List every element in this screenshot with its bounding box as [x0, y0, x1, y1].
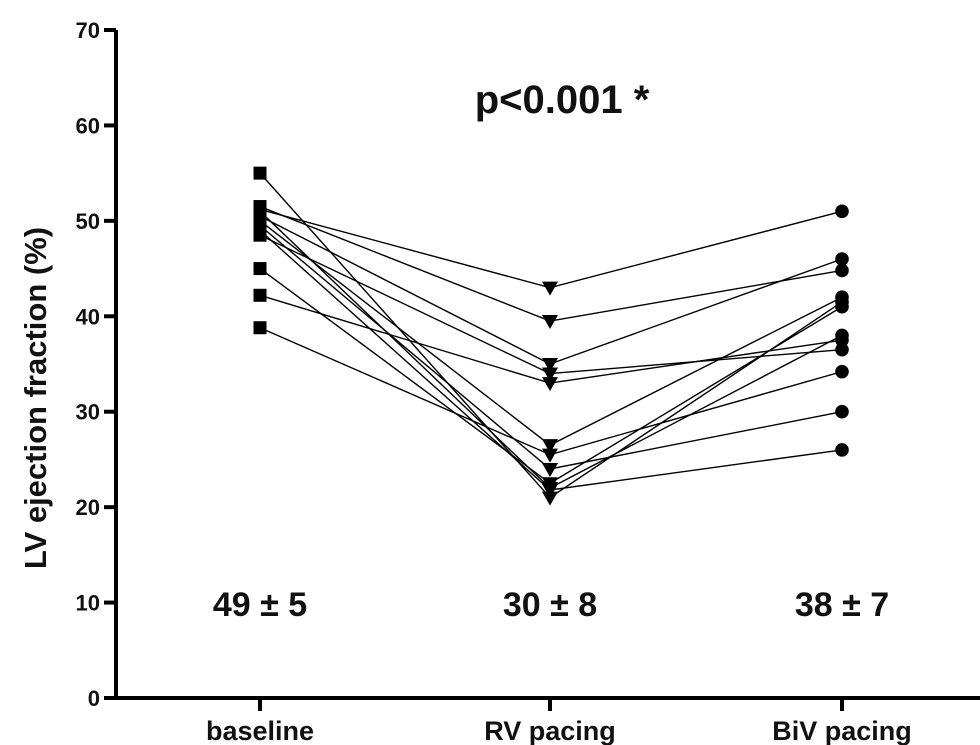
y-tick-label: 30	[76, 400, 100, 425]
baseline-point	[253, 288, 267, 302]
biv-pacing-point	[835, 252, 849, 266]
baseline-point	[253, 228, 267, 242]
baseline-point	[253, 262, 267, 276]
biv-pacing-point	[835, 443, 849, 457]
rv-pacing-point	[542, 491, 558, 506]
biv-pacing-point	[835, 299, 849, 314]
baseline-point	[253, 202, 267, 216]
series-markers	[253, 166, 849, 506]
rv-pacing-point	[542, 377, 558, 392]
series-line	[259, 205, 843, 322]
biv-pacing-point	[835, 342, 849, 357]
y-tick-label: 10	[76, 591, 100, 616]
x-category-label: RV pacing	[484, 716, 616, 745]
rv-pacing-point	[542, 358, 558, 372]
y-tick-label: 70	[76, 18, 100, 43]
group-stat-label: 30 ± 8	[503, 586, 597, 624]
group-stat-label: 49 ± 5	[213, 586, 307, 624]
series-line	[259, 327, 843, 456]
y-tick-label: 20	[76, 495, 100, 520]
biv-pacing-point	[835, 290, 849, 305]
biv-pacing-point	[835, 364, 849, 379]
rv-pacing-point	[542, 477, 558, 492]
series-line	[259, 225, 843, 470]
group-stat-labels: 49 ± 5 30 ± 8 38 ± 7	[213, 586, 889, 624]
biv-pacing-point	[835, 263, 849, 278]
rv-pacing-point	[542, 448, 558, 463]
y-axis-label: LV ejection fraction (%)	[18, 227, 53, 569]
p-value-annotation: p<0.001 *	[475, 78, 650, 122]
rv-pacing-point	[542, 315, 558, 330]
rv-pacing-point	[542, 367, 558, 382]
biv-pacing-point	[835, 204, 849, 219]
rv-pacing-point	[542, 281, 558, 296]
x-category-labels: baseline RV pacing BiV pacing	[206, 698, 912, 745]
y-tick-label: 50	[76, 209, 100, 234]
baseline-point	[253, 321, 267, 335]
biv-pacing-point	[835, 404, 849, 419]
y-tick-label: 60	[76, 113, 100, 138]
y-tick-label: 0	[88, 686, 100, 711]
rv-pacing-point	[542, 439, 558, 454]
x-category-label: baseline	[206, 716, 314, 745]
y-tick-label: 40	[76, 304, 100, 329]
group-stat-label: 38 ± 7	[795, 586, 889, 624]
y-ticks: 0 10 20 30 40 50 60 70	[76, 18, 116, 711]
baseline-point	[253, 166, 267, 180]
rv-pacing-point	[542, 462, 558, 477]
biv-pacing-point	[835, 333, 849, 347]
x-category-label: BiV pacing	[772, 716, 912, 745]
series-line	[259, 208, 843, 289]
